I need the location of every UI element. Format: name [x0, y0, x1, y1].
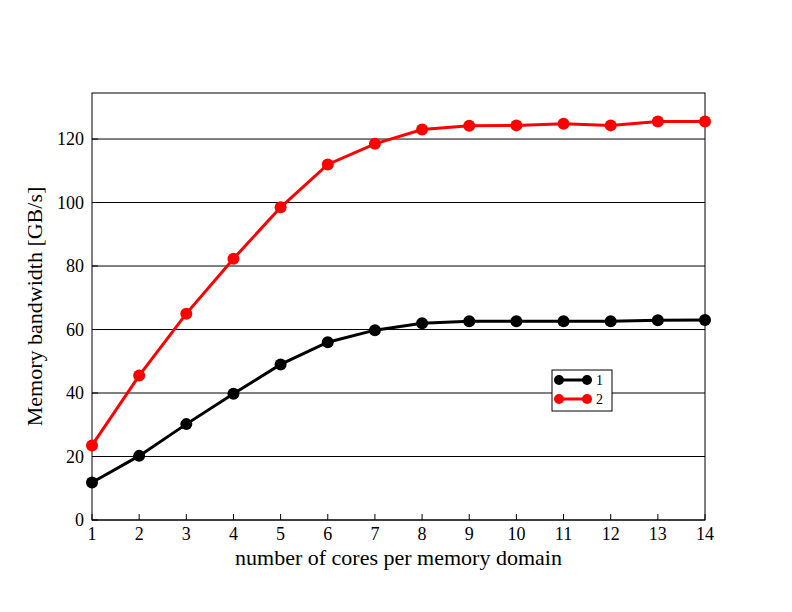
- x-tick-label: 5: [276, 524, 285, 544]
- chart: 0204060801001201234567891011121314number…: [0, 0, 792, 612]
- data-point: [558, 118, 570, 130]
- plot-area: [86, 116, 711, 489]
- legend-marker: [582, 394, 592, 404]
- data-point: [86, 439, 98, 451]
- y-tick: [92, 202, 98, 203]
- grid-line: [92, 266, 705, 267]
- data-point: [227, 388, 239, 400]
- y-tick-label: 60: [66, 320, 84, 340]
- y-tick: [92, 520, 98, 521]
- x-tick-label: 10: [507, 524, 525, 544]
- legend-marker: [582, 375, 592, 385]
- grid-line: [92, 456, 705, 457]
- x-tick: [422, 514, 423, 520]
- data-point: [605, 119, 617, 131]
- x-tick-label: 3: [182, 524, 191, 544]
- x-tick-label: 6: [323, 524, 332, 544]
- x-tick-label: 13: [649, 524, 667, 544]
- data-point: [133, 450, 145, 462]
- legend-label: 1: [596, 373, 603, 388]
- x-tick: [233, 514, 234, 520]
- x-tick: [139, 514, 140, 520]
- legend-marker: [554, 375, 564, 385]
- x-tick-label: 4: [229, 524, 238, 544]
- data-point: [322, 336, 334, 348]
- x-tick-label: 2: [135, 524, 144, 544]
- y-tick: [92, 329, 98, 330]
- data-point: [699, 314, 711, 326]
- legend: 12: [552, 370, 612, 411]
- data-point: [652, 314, 664, 326]
- data-point: [510, 315, 522, 327]
- data-point: [275, 358, 287, 370]
- x-tick: [657, 514, 658, 520]
- series-line: [92, 122, 705, 446]
- data-point: [322, 158, 334, 170]
- y-tick-label: 80: [66, 256, 84, 276]
- y-tick-label: 120: [57, 129, 84, 149]
- data-point: [275, 201, 287, 213]
- data-point: [369, 138, 381, 150]
- y-tick: [92, 139, 98, 140]
- grid-line: [92, 393, 705, 394]
- y-tick: [92, 393, 98, 394]
- y-axis-label: Memory bandwidth [GB/s]: [22, 187, 47, 427]
- grid-line: [92, 139, 705, 140]
- legend-label: 2: [596, 392, 603, 407]
- data-point: [369, 324, 381, 336]
- y-tick-label: 20: [66, 447, 84, 467]
- x-tick-label: 12: [602, 524, 620, 544]
- data-point: [699, 116, 711, 128]
- x-tick-label: 11: [555, 524, 572, 544]
- x-tick: [705, 514, 706, 520]
- x-tick-label: 1: [88, 524, 97, 544]
- x-tick: [374, 514, 375, 520]
- y-tick: [92, 266, 98, 267]
- data-point: [180, 308, 192, 320]
- y-tick: [92, 456, 98, 457]
- series-line: [92, 320, 705, 483]
- grid-line: [92, 329, 705, 330]
- plot-frame: [92, 93, 705, 520]
- data-point: [133, 370, 145, 382]
- x-tick: [280, 514, 281, 520]
- data-point: [652, 116, 664, 128]
- x-tick: [563, 514, 564, 520]
- data-point: [227, 253, 239, 265]
- x-tick: [327, 514, 328, 520]
- y-tick-label: 40: [66, 383, 84, 403]
- y-tick-label: 100: [57, 193, 84, 213]
- legend-box: [552, 370, 612, 411]
- data-point: [416, 317, 428, 329]
- x-tick-label: 9: [465, 524, 474, 544]
- x-tick: [92, 514, 93, 520]
- data-point: [510, 119, 522, 131]
- grid-line: [92, 202, 705, 203]
- data-point: [558, 315, 570, 327]
- x-tick-label: 7: [370, 524, 379, 544]
- data-point: [463, 120, 475, 132]
- x-axis-label: number of cores per memory domain: [235, 545, 562, 570]
- legend-marker: [554, 394, 564, 404]
- x-tick-label: 8: [418, 524, 427, 544]
- x-tick: [186, 514, 187, 520]
- y-tick-label: 0: [75, 510, 84, 530]
- data-point: [86, 477, 98, 489]
- x-tick: [469, 514, 470, 520]
- x-tick-label: 14: [696, 524, 714, 544]
- data-point: [605, 315, 617, 327]
- data-point: [180, 418, 192, 430]
- x-tick: [610, 514, 611, 520]
- data-point: [463, 315, 475, 327]
- data-point: [416, 124, 428, 136]
- x-tick: [516, 514, 517, 520]
